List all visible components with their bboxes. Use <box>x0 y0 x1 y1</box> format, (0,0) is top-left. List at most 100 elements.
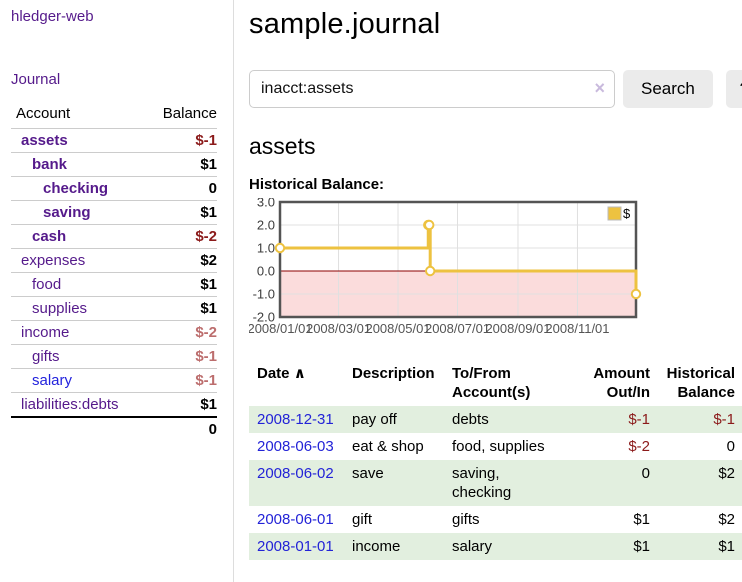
account-link[interactable]: checking <box>43 180 109 197</box>
data-point-marker <box>425 265 436 277</box>
account-link[interactable]: supplies <box>32 300 88 317</box>
y-tick-label: 0.0 <box>257 264 275 279</box>
help-button[interactable]: ? <box>725 70 742 108</box>
y-tick-label: -1.0 <box>253 287 275 302</box>
transaction-description: pay off <box>352 411 397 428</box>
account-link[interactable]: saving <box>43 204 91 221</box>
accounts-total-row: 0 <box>11 416 217 441</box>
brand-link[interactable]: hledger-web <box>11 8 94 25</box>
x-tick-label: 2008/09/01 <box>485 321 550 336</box>
accounts-col-balance: Balance <box>162 105 217 122</box>
account-balance: $-2 <box>147 320 217 345</box>
account-balance: $2 <box>147 248 217 273</box>
x-tick-label: 2008/11/01 <box>545 321 609 336</box>
register-header-row: Date ∧ Description To/From Account(s) Am… <box>249 360 742 406</box>
search-input[interactable] <box>249 70 615 108</box>
register-col-balance: Historical Balance <box>666 365 735 401</box>
account-link[interactable]: liabilities:debts <box>21 396 119 413</box>
transaction-date-link[interactable]: 2008-06-01 <box>257 511 334 528</box>
y-tick-label: 2.0 <box>257 218 275 233</box>
search-bar: × Search ? <box>249 70 742 108</box>
register-table: Date ∧ Description To/From Account(s) Am… <box>249 360 742 560</box>
account-row: bank $1 <box>11 152 217 177</box>
account-row: expenses $2 <box>11 248 217 273</box>
sidebar-item-journal[interactable]: Journal <box>11 71 61 88</box>
transaction-accounts: salary <box>452 538 493 555</box>
transaction-description: gift <box>352 511 373 528</box>
transaction-description: save <box>352 465 384 482</box>
account-row: checking 0 <box>11 176 217 201</box>
main-content: sample.journal × Search ? assets Histori… <box>234 0 742 582</box>
chart-svg: 3.0 2.0 1.0 0.0 -1.0 -2.02008/01/012008/03/01… <box>247 195 642 336</box>
account-row: supplies $1 <box>11 296 217 321</box>
legend-swatch <box>607 206 622 221</box>
transaction-date-link[interactable]: 2008-06-03 <box>257 438 334 455</box>
transaction-accounts: gifts <box>452 511 480 528</box>
plot-border <box>278 200 638 319</box>
register-col-date[interactable]: Date ∧ <box>257 365 306 382</box>
data-point-marker <box>630 288 642 300</box>
account-row: gifts $-1 <box>11 344 217 369</box>
table-row: 2008-01-01 income salary $1 $1 <box>249 533 742 560</box>
register-col-description: Description <box>352 365 435 382</box>
account-link[interactable]: expenses <box>21 252 86 269</box>
transaction-balance: 0 <box>726 438 735 455</box>
y-tick-label: 3.0 <box>257 198 275 210</box>
account-balance: $-2 <box>147 224 217 249</box>
account-balance: $-1 <box>147 344 217 369</box>
account-link[interactable]: assets <box>21 132 68 149</box>
transaction-accounts: food, supplies <box>452 438 545 455</box>
account-heading: assets <box>249 133 316 159</box>
account-row: assets $-1 <box>11 128 217 153</box>
x-tick-label: 2008/05/01 <box>365 321 430 336</box>
sidebar: hledger-web Journal Account Balance asse… <box>0 0 234 582</box>
data-point-marker <box>274 242 286 254</box>
account-link[interactable]: food <box>32 276 62 293</box>
page-title: sample.journal <box>249 8 441 40</box>
historical-balance-chart[interactable]: 3.0 2.0 1.0 0.0 -1.0 -2.0 2008/01/01 2008/03/01… <box>247 195 742 345</box>
transaction-date-link[interactable]: 2008-01-01 <box>257 538 334 555</box>
account-row: liabilities:debts $1 <box>11 392 217 417</box>
transaction-date-link[interactable]: 2008-12-31 <box>257 411 334 428</box>
account-link[interactable]: bank <box>32 156 68 173</box>
accounts-col-account: Account <box>16 105 71 122</box>
transaction-description: income <box>352 538 401 555</box>
x-tick-label: 2008/03/01 <box>306 321 371 336</box>
account-link[interactable]: gifts <box>32 348 60 365</box>
transaction-balance: $1 <box>718 538 735 555</box>
account-row: salary $-1 <box>11 368 217 393</box>
account-link[interactable]: salary <box>32 372 73 389</box>
search-button[interactable]: Search <box>623 70 713 108</box>
transaction-balance: $2 <box>718 511 735 528</box>
legend-label: $ <box>623 206 631 221</box>
account-row: saving $1 <box>11 200 217 225</box>
account-row: income $-2 <box>11 320 217 345</box>
account-balance: $1 <box>147 152 217 177</box>
transaction-amount: $1 <box>633 511 650 528</box>
accounts-table: Account Balance assets $-1 bank $1 check… <box>11 102 217 441</box>
account-balance: $1 <box>147 392 217 417</box>
transaction-accounts: debts <box>452 411 489 428</box>
y-tick-label: -2.0 <box>253 310 275 325</box>
register-col-accounts: To/From Account(s) <box>452 365 531 401</box>
account-link[interactable]: cash <box>32 228 67 245</box>
table-row: 2008-06-02 save saving, checking 0 $2 <box>249 460 742 506</box>
x-tick-label: 2008/01/01 <box>249 321 313 336</box>
register-col-amount: Amount Out/In <box>593 365 650 401</box>
transaction-description: eat & shop <box>352 438 424 455</box>
table-row: 2008-06-03 eat & shop food, supplies $-2… <box>249 433 742 460</box>
account-balance: $-1 <box>147 368 217 393</box>
transaction-balance: $2 <box>718 465 735 482</box>
transaction-accounts: saving, checking <box>452 465 512 501</box>
account-link[interactable]: income <box>21 324 70 341</box>
sort-asc-icon: ∧ <box>293 365 306 382</box>
transaction-balance: $-1 <box>713 411 735 428</box>
clear-search-icon[interactable]: × <box>594 78 605 98</box>
account-row: food $1 <box>11 272 217 297</box>
transaction-date-link[interactable]: 2008-06-02 <box>257 465 334 482</box>
transaction-amount: $-2 <box>628 438 650 455</box>
account-balance: $-1 <box>147 128 217 153</box>
x-tick-label: 2008/07/01 <box>425 321 490 336</box>
transaction-amount: $1 <box>633 538 650 555</box>
